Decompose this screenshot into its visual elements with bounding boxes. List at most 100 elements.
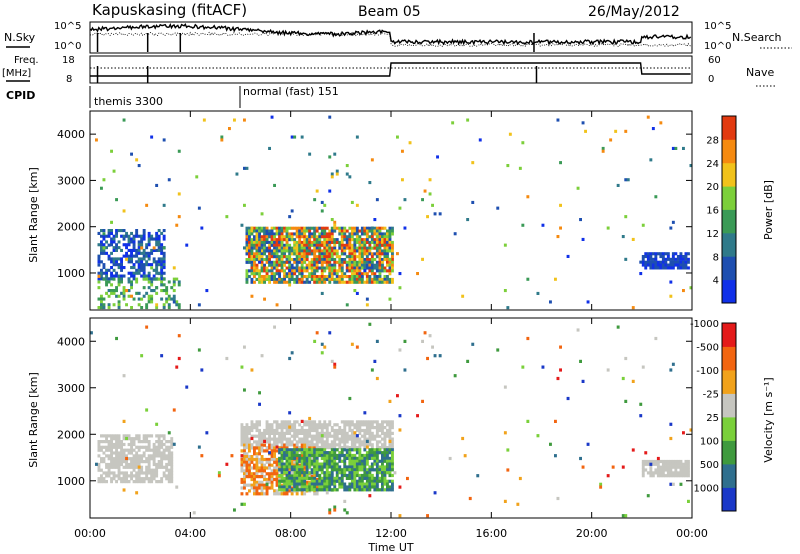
data-cell [388,263,392,267]
data-cell [353,258,357,262]
y-tick-label: 4000 [57,128,85,141]
data-cell [275,226,279,230]
data-cell [325,238,329,242]
data-cell [107,457,111,461]
data-cell [315,479,319,483]
data-cell [132,274,136,278]
data-cell [275,480,279,484]
data-cell [388,439,392,443]
data-cell [253,486,256,490]
data-cell [556,118,560,122]
data-cell [350,443,354,447]
data-cell [250,434,254,438]
data-cell [340,440,344,444]
data-cell [360,473,364,478]
data-cell [323,459,327,463]
data-cell [559,345,562,349]
data-cell [333,440,337,444]
data-cell [110,451,113,455]
data-cell [383,426,387,430]
data-cell [280,456,284,460]
data-cell [245,437,249,441]
data-cell [335,488,339,492]
data-cell [323,229,327,233]
data-cell [340,240,344,244]
data-cell [355,451,359,455]
colorbar-swatch [722,209,736,234]
data-cell [145,468,149,472]
data-cell [285,280,289,284]
data-cell [298,448,302,452]
data-cell [340,243,344,247]
data-cell [335,238,339,242]
data-cell [270,240,274,244]
data-cell [348,451,352,455]
data-cell [368,258,372,262]
data-cell [343,471,347,475]
data-cell [360,260,364,264]
data-cell [330,359,334,363]
data-cell [313,488,317,492]
data-cell [343,260,347,264]
data-cell [243,486,246,490]
data-cell [243,460,246,464]
data-cell [355,255,359,259]
data-cell [325,479,329,483]
data-cell [391,260,394,264]
data-cell [283,275,286,279]
data-cell [386,471,389,475]
data-cell [654,266,658,270]
data-cell [97,254,101,258]
data-cell [225,356,229,361]
data-cell [383,440,387,444]
data-cell [288,269,292,273]
data-cell [682,468,685,472]
data-cell [303,269,307,273]
data-cell [260,431,264,435]
data-cell [172,266,176,270]
data-cell [132,237,136,241]
data-cell [253,483,256,487]
data-cell [263,269,266,273]
data-cell [666,252,670,256]
data-cell [323,443,327,447]
data-cell [325,428,329,433]
data-cell [155,286,159,290]
data-cell [127,448,131,452]
data-cell [112,474,116,478]
data-cell [381,260,384,264]
data-cell [298,255,302,259]
colorbar-tick-label: 24 [706,159,719,170]
data-cell [105,277,108,281]
data-cell [305,229,309,233]
data-cell [157,246,161,250]
data-cell [689,428,693,432]
data-cell [315,431,319,435]
data-cell [303,479,307,483]
data-cell [115,286,118,290]
data-cell [290,275,294,279]
data-cell [386,246,389,250]
data-cell [679,257,683,261]
data-cell [200,454,204,458]
data-cell [388,431,392,435]
data-cell [283,243,286,247]
data-cell [682,289,685,293]
data-cell [676,465,680,469]
data-cell [358,272,362,276]
data-cell [255,243,259,247]
data-cell [325,252,329,256]
data-cell [288,425,292,429]
data-cell [278,226,281,230]
data-cell [624,215,628,219]
data-cell [348,277,352,281]
data-cell [381,263,384,267]
data-cell [363,453,367,458]
data-cell [97,231,101,235]
data-cell [375,243,379,247]
data-cell [293,266,297,270]
data-cell [240,469,244,473]
data-cell [275,463,279,467]
data-cell [661,252,665,256]
